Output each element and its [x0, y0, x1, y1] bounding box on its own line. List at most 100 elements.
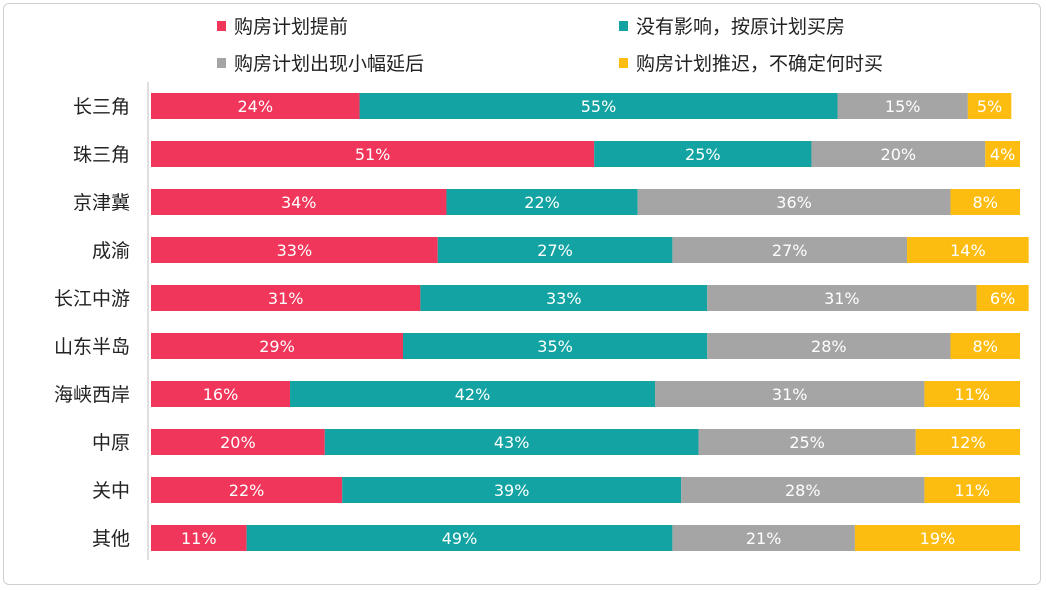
legend-label-3: 购房计划出现小幅延后	[234, 53, 424, 75]
bar-2-series-4	[985, 141, 1020, 167]
bar-6-series-2	[403, 333, 708, 359]
bar-2-series-2	[594, 141, 812, 167]
bar-row-8: 20% 43% 25% 12%	[151, 429, 1020, 455]
data-label-2-series-2: 25%	[685, 145, 721, 164]
legend-swatch-3	[217, 58, 226, 68]
bar-6-series-1	[151, 333, 404, 359]
bar-8-series-1	[151, 429, 325, 455]
legend-swatch-4	[619, 58, 628, 68]
data-label-7-series-4: 11%	[954, 385, 990, 404]
bar-3-series-1	[151, 189, 447, 215]
bar-10-series-2	[246, 525, 673, 551]
bar-5-series-2	[420, 285, 708, 311]
bar-row-5: 31% 33% 31% 6%	[151, 285, 1029, 311]
data-label-7-series-1: 16%	[203, 385, 239, 404]
bar-4-series-2	[437, 237, 673, 263]
data-label-4-series-1: 33%	[277, 241, 313, 260]
bar-4-series-1	[151, 237, 438, 263]
bar-3-series-2	[446, 189, 638, 215]
category-label-3: 京津冀	[73, 192, 130, 214]
data-label-2-series-3: 20%	[881, 145, 917, 164]
bar-7-series-1	[151, 381, 291, 407]
data-label-5-series-4: 6%	[990, 289, 1015, 308]
bar-10-series-1	[151, 525, 247, 551]
bar-4-series-4	[907, 237, 1029, 263]
category-label-8: 中原	[92, 432, 130, 454]
bar-9-series-1	[151, 477, 343, 503]
legend-label-4: 购房计划推迟，不确定何时买	[636, 53, 883, 75]
bar-row-3: 34% 22% 36% 8%	[151, 189, 1020, 215]
bar-9-series-4	[924, 477, 1020, 503]
bars: 24% 55% 15% 5% 51% 25% 20% 4% 34% 22% 36% 8% 33% 27% 2…	[151, 93, 1029, 551]
bar-1-series-4	[967, 93, 1012, 119]
bar-8-series-3	[698, 429, 916, 455]
category-label-7: 海峡西岸	[54, 384, 130, 406]
legend-item-3: 购房计划出现小幅延后	[217, 53, 424, 75]
data-label-5-series-1: 31%	[268, 289, 304, 308]
category-label-5: 长江中游	[54, 288, 130, 310]
data-label-6-series-3: 28%	[811, 337, 847, 356]
data-label-4-series-2: 27%	[537, 241, 573, 260]
legend-item-4: 购房计划推迟，不确定何时买	[619, 53, 883, 75]
data-label-1-series-3: 15%	[885, 97, 921, 116]
bar-1-series-1	[151, 93, 360, 119]
data-label-10-series-1: 11%	[181, 529, 217, 548]
bar-7-series-3	[655, 381, 925, 407]
bar-row-1: 24% 55% 15% 5%	[151, 93, 1012, 119]
data-label-9-series-1: 22%	[229, 481, 265, 500]
data-label-9-series-2: 39%	[494, 481, 530, 500]
data-label-3-series-1: 34%	[281, 193, 317, 212]
data-label-10-series-4: 19%	[920, 529, 956, 548]
bar-row-9: 22% 39% 28% 11%	[151, 477, 1020, 503]
bar-row-7: 16% 42% 31% 11%	[151, 381, 1020, 407]
legend-label-1: 购房计划提前	[234, 16, 348, 38]
bar-2-series-3	[811, 141, 986, 167]
bar-6-series-3	[707, 333, 951, 359]
data-label-8-series-3: 25%	[789, 433, 825, 452]
data-label-1-series-2: 55%	[581, 97, 617, 116]
bar-1-series-3	[837, 93, 968, 119]
data-label-6-series-2: 35%	[537, 337, 573, 356]
bar-4-series-3	[672, 237, 908, 263]
bar-2-series-1	[151, 141, 595, 167]
bar-9-series-2	[342, 477, 682, 503]
data-label-1-series-1: 24%	[237, 97, 273, 116]
data-label-2-series-4: 4%	[990, 145, 1015, 164]
data-label-8-series-2: 43%	[494, 433, 530, 452]
data-label-3-series-4: 8%	[973, 193, 998, 212]
data-label-8-series-1: 20%	[220, 433, 256, 452]
category-label-4: 成渝	[92, 240, 130, 262]
bar-7-series-2	[290, 381, 656, 407]
data-label-3-series-3: 36%	[776, 193, 812, 212]
data-label-9-series-4: 11%	[954, 481, 990, 500]
bar-6-series-4	[950, 333, 1020, 359]
category-label-10: 其他	[92, 528, 130, 550]
bar-row-6: 29% 35% 28% 8%	[151, 333, 1020, 359]
category-label-6: 山东半岛	[54, 336, 130, 358]
data-label-3-series-2: 22%	[524, 193, 560, 212]
data-label-9-series-3: 28%	[785, 481, 821, 500]
bar-3-series-4	[950, 189, 1020, 215]
bar-row-2: 51% 25% 20% 4%	[151, 141, 1020, 167]
data-label-5-series-3: 31%	[824, 289, 860, 308]
bar-8-series-4	[915, 429, 1020, 455]
data-label-6-series-1: 29%	[259, 337, 295, 356]
data-label-8-series-4: 12%	[950, 433, 986, 452]
bar-10-series-3	[672, 525, 855, 551]
legend-item-1: 购房计划提前	[217, 16, 348, 38]
category-label-9: 关中	[92, 480, 130, 502]
data-label-7-series-2: 42%	[455, 385, 491, 404]
legend-item-2: 没有影响，按原计划买房	[619, 16, 845, 38]
data-label-10-series-2: 49%	[442, 529, 478, 548]
bar-row-10: 11% 49% 21% 19%	[151, 525, 1020, 551]
bar-9-series-3	[681, 477, 925, 503]
bar-7-series-4	[924, 381, 1020, 407]
data-label-4-series-4: 14%	[950, 241, 986, 260]
data-label-2-series-1: 51%	[355, 145, 391, 164]
data-label-1-series-4: 5%	[977, 97, 1002, 116]
bar-1-series-2	[359, 93, 838, 119]
data-label-7-series-3: 31%	[772, 385, 808, 404]
bar-row-4: 33% 27% 27% 14%	[151, 237, 1029, 263]
bar-10-series-4	[854, 525, 1020, 551]
